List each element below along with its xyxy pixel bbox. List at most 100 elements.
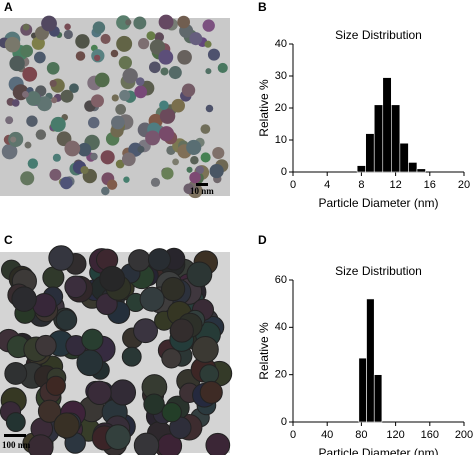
particle: [37, 399, 62, 423]
particle: [158, 14, 174, 30]
particle: [53, 412, 80, 439]
particle: [37, 96, 52, 112]
particle: [204, 40, 212, 48]
particle: [55, 309, 78, 331]
bar: [365, 133, 375, 173]
particle: [1, 143, 18, 160]
particle: [199, 380, 223, 404]
particle: [149, 39, 166, 55]
particle: [106, 179, 118, 190]
particle: [158, 49, 174, 65]
particle: [110, 49, 119, 58]
particle: [77, 142, 92, 157]
bar: [356, 165, 366, 173]
particle: [195, 165, 204, 175]
particle: [109, 379, 137, 406]
bar: [373, 374, 383, 423]
particle: [35, 129, 47, 140]
particle: [33, 51, 46, 64]
bar: [358, 357, 367, 423]
x-tick-label: 80: [355, 429, 367, 441]
particle: [145, 130, 161, 146]
y-tick-label: 20: [275, 369, 287, 381]
particle: [20, 171, 35, 186]
particle: [4, 36, 21, 53]
particle: [87, 380, 112, 406]
y-tick-label: 40: [275, 38, 287, 50]
particle: [22, 23, 30, 31]
scale-bar-label: 100 nm: [2, 440, 31, 450]
x-axis-label: Particle Diameter (nm): [318, 196, 438, 210]
particle: [118, 56, 132, 70]
particle: [64, 23, 71, 31]
particle: [133, 318, 159, 344]
particle: [183, 183, 195, 195]
chart-title: Size Distribution: [335, 28, 422, 42]
x-tick-label: 16: [424, 179, 436, 191]
particle: [105, 424, 131, 451]
particle: [100, 150, 115, 165]
particle: [161, 276, 186, 302]
particle: [115, 104, 127, 115]
particle: [94, 72, 110, 88]
y-tick-label: 30: [275, 70, 287, 82]
x-tick-label: 200: [455, 429, 473, 441]
particle: [90, 152, 98, 161]
particle: [26, 91, 41, 106]
tem-image: [0, 14, 230, 199]
particle: [20, 44, 33, 58]
particle: [94, 54, 101, 62]
scale-bar-label: 10 nm: [190, 186, 214, 196]
particle: [88, 116, 100, 129]
particle: [200, 124, 211, 134]
x-tick-label: 0: [290, 179, 296, 191]
particle: [26, 115, 38, 127]
tem-image: [0, 245, 233, 455]
particle: [209, 163, 224, 179]
particle: [186, 261, 213, 288]
particle: [159, 108, 176, 124]
x-tick-label: 0: [290, 429, 296, 441]
y-tick-label: 60: [275, 274, 287, 286]
particle: [133, 432, 160, 455]
particle: [189, 171, 201, 184]
y-axis-label: Relative %: [257, 79, 271, 137]
particle: [50, 116, 66, 132]
particle: [171, 98, 185, 113]
particle: [41, 15, 57, 32]
particle: [161, 167, 174, 180]
particle: [200, 152, 211, 163]
bar: [408, 162, 418, 173]
particle: [22, 66, 38, 82]
particle: [158, 126, 175, 142]
y-tick-label: 20: [275, 102, 287, 114]
particle: [191, 335, 219, 363]
particle: [52, 153, 61, 162]
particle: [199, 364, 220, 385]
particle: [150, 177, 161, 187]
particle: [49, 168, 62, 181]
particle: [69, 83, 79, 94]
particle: [24, 141, 32, 149]
particle: [177, 15, 191, 29]
particle: [205, 68, 212, 75]
particle: [217, 62, 228, 73]
particle: [80, 165, 89, 175]
particle: [121, 152, 136, 167]
particle: [139, 286, 165, 312]
particle: [22, 90, 29, 98]
particle: [5, 412, 26, 432]
particle: [186, 139, 202, 155]
scale-bar: [196, 183, 208, 186]
particle: [49, 79, 57, 88]
particle: [11, 286, 37, 312]
bar: [416, 168, 426, 173]
particle: [75, 34, 90, 49]
particle: [64, 140, 81, 157]
scale-bar: [4, 434, 26, 437]
y-tick-label: 40: [275, 321, 287, 333]
particle: [27, 158, 39, 169]
particle: [133, 16, 147, 30]
particle: [146, 31, 156, 41]
particle: [45, 375, 66, 396]
